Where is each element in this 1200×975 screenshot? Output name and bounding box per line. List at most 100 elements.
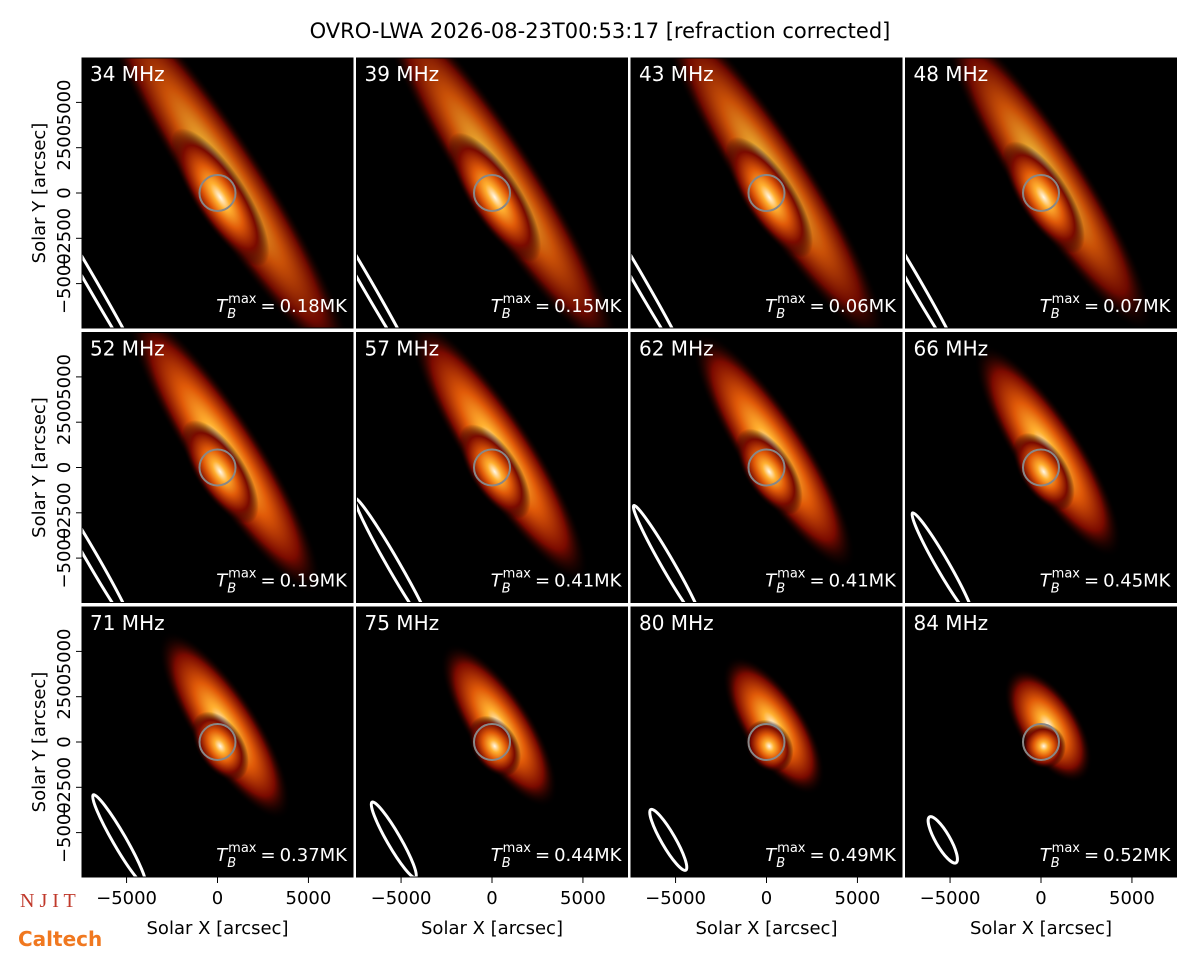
y-tick-label: 0 xyxy=(54,736,75,747)
beam xyxy=(82,481,137,603)
symbol-sup: max xyxy=(1052,292,1081,307)
symbol: T xyxy=(1040,845,1053,866)
panel xyxy=(905,58,1177,328)
equals: = xyxy=(535,296,550,317)
panel-title: 71 MHz xyxy=(90,611,165,635)
beam xyxy=(356,496,435,603)
symbol-sup: max xyxy=(228,841,257,856)
max-temperature: TBmax = 0.44MK xyxy=(491,841,623,871)
x-tick-label: 5000 xyxy=(1109,888,1155,909)
beam xyxy=(82,178,154,328)
solar-disk xyxy=(473,723,511,761)
solar-disk xyxy=(198,723,237,761)
y-tick-label: 0 xyxy=(54,187,75,198)
symbol-sup: max xyxy=(503,567,532,582)
value: 0.41MK xyxy=(554,571,623,592)
x-tick-label: −5000 xyxy=(371,888,432,909)
symbol-sub: B xyxy=(502,856,511,871)
x-axis-label: Solar X [arcsec] xyxy=(421,918,563,939)
value: 0.44MK xyxy=(554,845,623,866)
value: 0.41MK xyxy=(829,571,898,592)
x-axis-label: Solar X [arcsec] xyxy=(970,918,1112,939)
symbol: T xyxy=(1040,296,1053,317)
max-temperature: TBmax = 0.52MK xyxy=(1040,841,1172,871)
beam xyxy=(648,807,689,872)
symbol-sub: B xyxy=(227,856,236,871)
beam xyxy=(926,815,959,865)
emission-core xyxy=(468,715,522,777)
beam xyxy=(631,192,695,328)
x-axis-label: Solar X [arcsec] xyxy=(696,918,838,939)
symbol-sub: B xyxy=(227,307,236,322)
panel-title: 84 MHz xyxy=(914,611,989,635)
y-axis-label: Solar Y [arcsec] xyxy=(29,672,50,813)
x-tick-label: 0 xyxy=(486,888,497,909)
panel xyxy=(356,58,628,328)
symbol: T xyxy=(491,571,504,592)
beam xyxy=(369,800,418,877)
x-tick-label: −5000 xyxy=(645,888,706,909)
y-axis-label: Solar Y [arcsec] xyxy=(29,397,50,538)
panel xyxy=(82,607,353,877)
x-axis-label: Solar X [arcsec] xyxy=(147,918,289,939)
symbol-sub: B xyxy=(776,307,785,322)
max-temperature: TBmax = 0.41MK xyxy=(765,567,897,597)
equals: = xyxy=(260,571,275,592)
beam xyxy=(356,185,424,328)
panel-title: 39 MHz xyxy=(365,62,440,86)
x-tick-label: 0 xyxy=(761,888,772,909)
max-temperature: TBmax = 0.19MK xyxy=(216,567,348,597)
x-tick-label: 5000 xyxy=(835,888,881,909)
equals: = xyxy=(260,845,275,866)
emission-core xyxy=(171,128,270,267)
beam xyxy=(91,793,148,877)
emission-core xyxy=(458,424,531,520)
y-tick-label: 2500 xyxy=(54,674,75,720)
max-temperature: TBmax = 0.49MK xyxy=(765,841,897,871)
solar-disk xyxy=(747,723,786,761)
value: 0.37MK xyxy=(280,845,349,866)
symbol-sub: B xyxy=(776,856,785,871)
y-tick-label: −5000 xyxy=(54,802,75,863)
symbol-sup: max xyxy=(503,841,532,856)
beam xyxy=(631,504,705,603)
y-axis-label: Solar Y [arcsec] xyxy=(29,123,50,264)
symbol: T xyxy=(1040,571,1053,592)
solar-disk xyxy=(473,448,511,487)
symbol-sup: max xyxy=(777,292,806,307)
y-tick-label: 2500 xyxy=(54,125,75,171)
value: 0.15MK xyxy=(554,296,623,317)
symbol: T xyxy=(765,571,778,592)
equals: = xyxy=(535,845,550,866)
value: 0.19MK xyxy=(280,571,349,592)
logo-njit: N J I T xyxy=(20,890,76,912)
panel-title: 57 MHz xyxy=(365,337,440,361)
panel-title: 62 MHz xyxy=(639,337,714,361)
value: 0.07MK xyxy=(1103,296,1172,317)
symbol-sup: max xyxy=(503,292,532,307)
panel xyxy=(631,58,902,328)
emission-core xyxy=(181,419,259,524)
equals: = xyxy=(535,571,550,592)
symbol-sub: B xyxy=(1051,856,1060,871)
x-tick-label: 0 xyxy=(212,888,223,909)
y-tick-label: 5000 xyxy=(54,354,75,400)
solar-disk xyxy=(473,174,511,212)
symbol-sub: B xyxy=(502,582,511,597)
symbol-sub: B xyxy=(1051,582,1060,597)
equals: = xyxy=(260,296,275,317)
panel-frame xyxy=(905,332,1177,603)
symbol: T xyxy=(216,296,229,317)
y-tick-label: −5000 xyxy=(54,528,75,589)
y-tick-label: −2500 xyxy=(54,208,75,269)
panel xyxy=(356,607,628,877)
emission-core xyxy=(1002,141,1085,254)
emission-core xyxy=(725,136,814,258)
panel-title: 80 MHz xyxy=(639,611,714,635)
equals: = xyxy=(809,296,824,317)
panel xyxy=(356,332,628,603)
max-temperature: TBmax = 0.45MK xyxy=(1040,567,1172,597)
panel xyxy=(905,607,1177,877)
panel xyxy=(631,332,902,603)
